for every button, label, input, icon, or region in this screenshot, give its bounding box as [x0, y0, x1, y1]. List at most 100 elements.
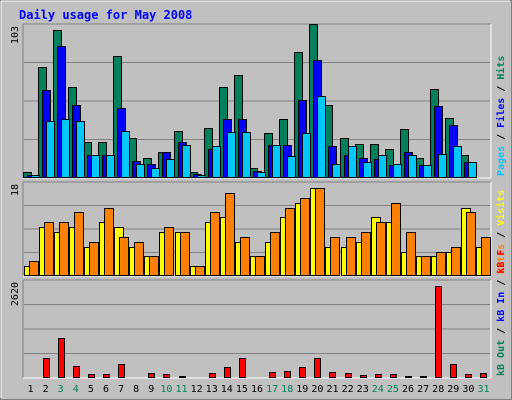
x-label-day-24: 24: [372, 384, 384, 395]
bar-kb-f-day-31: [480, 373, 487, 378]
x-label-day-7: 7: [118, 384, 124, 395]
bar-kb-f-day-13: [209, 373, 216, 378]
bar-sites-day-15: [240, 237, 250, 276]
bar-sites-day-20: [315, 188, 325, 276]
bar-kb-f-day-24: [375, 374, 382, 378]
bar-kb-f-day-3: [58, 338, 65, 378]
x-label-day-4: 4: [73, 384, 79, 395]
bar-pages-day-29: [453, 146, 462, 178]
x-label-day-20: 20: [311, 384, 323, 395]
x-axis-day-labels: 1 2 3 4 5 6 7 8 9 10 11 12 13 14 15 16 17 18 19 20 21 22 23 24 2…: [27, 384, 489, 395]
bar-pages-day-9: [151, 168, 160, 178]
legend-separator: /: [496, 128, 507, 146]
legend: kB Out / kB In / kB F: [496, 250, 507, 376]
legend-kb-out: kB Out: [496, 340, 507, 376]
legend-files: Files: [495, 98, 507, 128]
bar-sites-day-8: [134, 242, 144, 276]
bar-kb-f-day-18: [284, 371, 291, 378]
bar-pages-day-7: [121, 131, 130, 178]
bar-sites-day-25: [391, 203, 401, 276]
bar-kb-f-day-11: [179, 376, 186, 378]
bar-sites-day-13: [210, 212, 220, 276]
legend-pages: Pages: [496, 146, 507, 176]
bar-pages-day-15: [242, 132, 251, 178]
legend-visits: Visits: [495, 190, 507, 226]
bar-sites-day-2: [44, 222, 54, 276]
x-label-day-11: 11: [175, 384, 187, 395]
bar-pages-day-6: [106, 155, 115, 178]
bar-sites-day-6: [104, 208, 114, 276]
bar-pages-day-4: [76, 121, 85, 178]
bar-pages-day-18: [287, 156, 296, 178]
x-label-day-13: 13: [206, 384, 218, 395]
x-label-day-1: 1: [27, 384, 33, 395]
bar-kb-f-day-15: [239, 358, 246, 378]
x-label-day-16: 16: [251, 384, 263, 395]
bar-kb-f-day-25: [390, 374, 397, 378]
legend-hits: Hits: [495, 56, 507, 80]
bar-kb-f-day-28: [435, 286, 442, 378]
bar-pages-day-14: [227, 132, 236, 178]
bar-pages-day-26: [408, 155, 417, 178]
legend-separator: /: [496, 322, 507, 340]
bar-sites-day-4: [74, 212, 84, 276]
bar-kb-f-day-17: [269, 372, 276, 378]
bar-kb-f-day-20: [314, 358, 321, 378]
x-label-day-29: 29: [447, 384, 459, 395]
bar-kb-f-day-30: [465, 374, 472, 378]
bar-sites-day-11: [180, 232, 190, 276]
bar-pages-day-5: [91, 155, 100, 178]
x-label-day-21: 21: [326, 384, 338, 395]
bar-kb-f-day-21: [329, 372, 336, 378]
bar-sites-day-31: [481, 237, 491, 276]
x-label-day-26: 26: [402, 384, 414, 395]
bar-kb-f-day-23: [360, 375, 367, 378]
x-label-day-25: 25: [387, 384, 399, 395]
x-label-day-6: 6: [103, 384, 109, 395]
x-label-day-17: 17: [266, 384, 278, 395]
legend-separator: /: [496, 226, 507, 244]
bar-pages-day-10: [166, 159, 175, 178]
bar-pages-day-24: [378, 155, 387, 178]
panel-visits-sites: 18 Sites / Visits: [10, 181, 507, 277]
bar-sites-day-18: [285, 208, 295, 276]
bar-kb-f-day-7: [118, 364, 125, 378]
bar-sites-day-5: [89, 242, 99, 276]
bar-kb-f-day-22: [345, 373, 352, 378]
bar-sites-day-23: [361, 232, 371, 276]
x-label-day-30: 30: [462, 384, 474, 395]
bar-sites-day-22: [346, 237, 356, 276]
bar-pages-day-25: [393, 164, 402, 178]
y-max-label: 103: [10, 26, 21, 44]
bar-pages-day-8: [136, 164, 145, 178]
x-label-day-15: 15: [236, 384, 248, 395]
bar-kb-f-day-14: [224, 367, 231, 378]
bar-sites-day-30: [466, 212, 476, 276]
bar-kb-f-day-19: [299, 367, 306, 378]
bar-sites-day-10: [164, 227, 174, 276]
chart-title: Daily usage for May 2008: [19, 8, 192, 22]
bar-pages-day-22: [348, 146, 357, 178]
x-label-day-28: 28: [432, 384, 444, 395]
bar-sites-day-17: [270, 232, 280, 276]
bar-sites-day-19: [300, 198, 310, 276]
bar-sites-day-12: [195, 266, 205, 276]
x-label-day-8: 8: [133, 384, 139, 395]
x-label-day-23: 23: [357, 384, 369, 395]
panel-hits-files-pages: 103 Pages / Files / Hits: [10, 23, 507, 179]
bar-sites-day-3: [59, 222, 69, 276]
x-label-day-10: 10: [160, 384, 172, 395]
bar-pages-day-20: [317, 96, 326, 178]
legend-kb-in: kB In: [496, 292, 507, 322]
panel-kbytes: 2620 kB Out / kB In / kB F: [10, 250, 507, 379]
bar-pages-day-12: [197, 175, 206, 178]
bar-pages-day-11: [182, 145, 191, 178]
bar-pages-day-30: [468, 162, 477, 178]
bar-kb-f-day-10: [163, 374, 170, 378]
bar-pages-day-16: [257, 172, 266, 178]
bar-kb-f-day-29: [450, 364, 457, 378]
bar-kb-f-day-4: [73, 366, 80, 378]
bar-pages-day-17: [272, 145, 281, 178]
